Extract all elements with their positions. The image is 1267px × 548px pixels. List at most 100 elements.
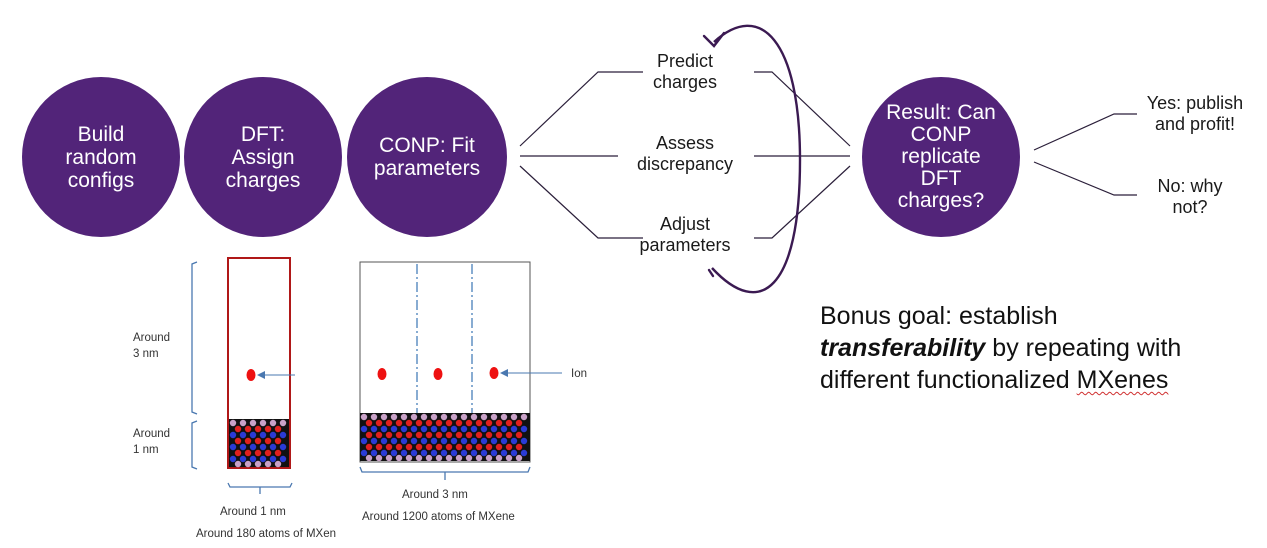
atom [370, 449, 378, 457]
atom [445, 443, 453, 451]
atom [470, 449, 478, 457]
bonus-mxenes: MXenes [1076, 366, 1169, 394]
atom [420, 425, 428, 433]
step-conp-fit-parameters: CONP: Fit parameters [347, 77, 507, 237]
atom [490, 413, 498, 421]
ion-large-1 [377, 368, 387, 380]
ion-small [246, 369, 256, 381]
atom [360, 437, 368, 445]
atom [425, 443, 433, 451]
atom [365, 431, 373, 439]
atom [415, 419, 423, 427]
step-conp-label: CONP: Fit parameters [373, 134, 481, 180]
atom [495, 454, 503, 462]
atom [520, 449, 528, 457]
atom [279, 431, 287, 439]
atom [279, 443, 287, 451]
atom [430, 449, 438, 457]
loop-predict-charges: Predict charges [652, 51, 718, 92]
atom [450, 413, 458, 421]
atom [234, 460, 242, 468]
atom [455, 443, 463, 451]
atom [450, 437, 458, 445]
atom [455, 431, 463, 439]
atom [445, 454, 453, 462]
label-small-atoms: Around 180 atoms of MXen [196, 528, 336, 540]
atom [254, 460, 262, 468]
bonus-goal-text: Bonus goal: establish transferability by … [820, 300, 1260, 396]
atom [405, 419, 413, 427]
atom [264, 449, 272, 457]
atom [490, 425, 498, 433]
atom [249, 443, 257, 451]
result-label: Result: Can CONP replicate DFT charges? [886, 101, 996, 212]
atom [440, 425, 448, 433]
atom [380, 437, 388, 445]
bonus-middle: by repeating with different functionaliz… [820, 334, 1182, 394]
ion-large-3 [489, 367, 499, 379]
atom [515, 454, 523, 462]
atom [380, 449, 388, 457]
atom [450, 449, 458, 457]
atom [415, 443, 423, 451]
atom [430, 425, 438, 433]
atom [239, 431, 247, 439]
atom [395, 443, 403, 451]
atom [385, 454, 393, 462]
atom [410, 437, 418, 445]
atom [420, 437, 428, 445]
atom [500, 437, 508, 445]
atom [254, 437, 262, 445]
atom [490, 449, 498, 457]
atom [365, 443, 373, 451]
atom [465, 431, 473, 439]
atom [279, 455, 287, 463]
atom [375, 419, 383, 427]
atom [505, 443, 513, 451]
atom [475, 419, 483, 427]
atom [415, 431, 423, 439]
atom [455, 454, 463, 462]
bracket-width-small [227, 482, 293, 494]
atom [505, 419, 513, 427]
atom [425, 419, 433, 427]
bracket-width-large [359, 466, 531, 480]
atom [234, 437, 242, 445]
atom [495, 431, 503, 439]
atom [259, 419, 267, 427]
atom [485, 454, 493, 462]
atom [495, 443, 503, 451]
atom [234, 425, 242, 433]
atom [239, 443, 247, 451]
atom [465, 419, 473, 427]
atom [274, 437, 282, 445]
bonus-emphasis: transferability [820, 334, 986, 362]
fan-out-lines [519, 71, 643, 239]
atom [485, 419, 493, 427]
atom [485, 443, 493, 451]
atom [249, 431, 257, 439]
atom [480, 449, 488, 457]
bracket-1nm [191, 420, 198, 470]
atom [365, 454, 373, 462]
atom [470, 425, 478, 433]
atom [259, 431, 267, 439]
atom [515, 443, 523, 451]
atom [370, 413, 378, 421]
ion-large-2 [433, 368, 443, 380]
atom [495, 419, 503, 427]
fan-in-lines [754, 71, 851, 239]
atom [279, 419, 287, 427]
atom [269, 455, 277, 463]
atom [520, 413, 528, 421]
label-around-1nm: Around 1 nm [133, 428, 171, 456]
atom [465, 454, 473, 462]
atom [445, 419, 453, 427]
atom [405, 431, 413, 439]
atom [395, 431, 403, 439]
atom [445, 431, 453, 439]
atom [460, 425, 468, 433]
outcome-no: No: why not? [1157, 176, 1223, 217]
atom [440, 449, 448, 457]
atom [229, 455, 237, 463]
